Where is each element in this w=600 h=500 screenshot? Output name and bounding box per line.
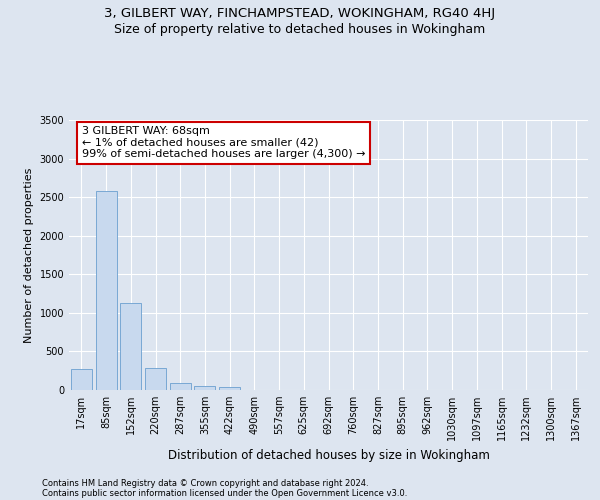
Text: Contains public sector information licensed under the Open Government Licence v3: Contains public sector information licen… [42,488,407,498]
Text: Size of property relative to detached houses in Wokingham: Size of property relative to detached ho… [115,22,485,36]
Text: 3, GILBERT WAY, FINCHAMPSTEAD, WOKINGHAM, RG40 4HJ: 3, GILBERT WAY, FINCHAMPSTEAD, WOKINGHAM… [104,8,496,20]
Bar [170,383,191,390]
Y-axis label: Number of detached properties: Number of detached properties [24,168,34,342]
Bar [95,191,116,390]
Bar [145,368,166,390]
Bar [194,386,215,390]
Bar [120,303,141,390]
Bar [71,369,92,390]
Text: 3 GILBERT WAY: 68sqm
← 1% of detached houses are smaller (42)
99% of semi-detach: 3 GILBERT WAY: 68sqm ← 1% of detached ho… [82,126,365,160]
X-axis label: Distribution of detached houses by size in Wokingham: Distribution of detached houses by size … [167,448,490,462]
Bar [219,388,240,390]
Text: Contains HM Land Registry data © Crown copyright and database right 2024.: Contains HM Land Registry data © Crown c… [42,478,368,488]
